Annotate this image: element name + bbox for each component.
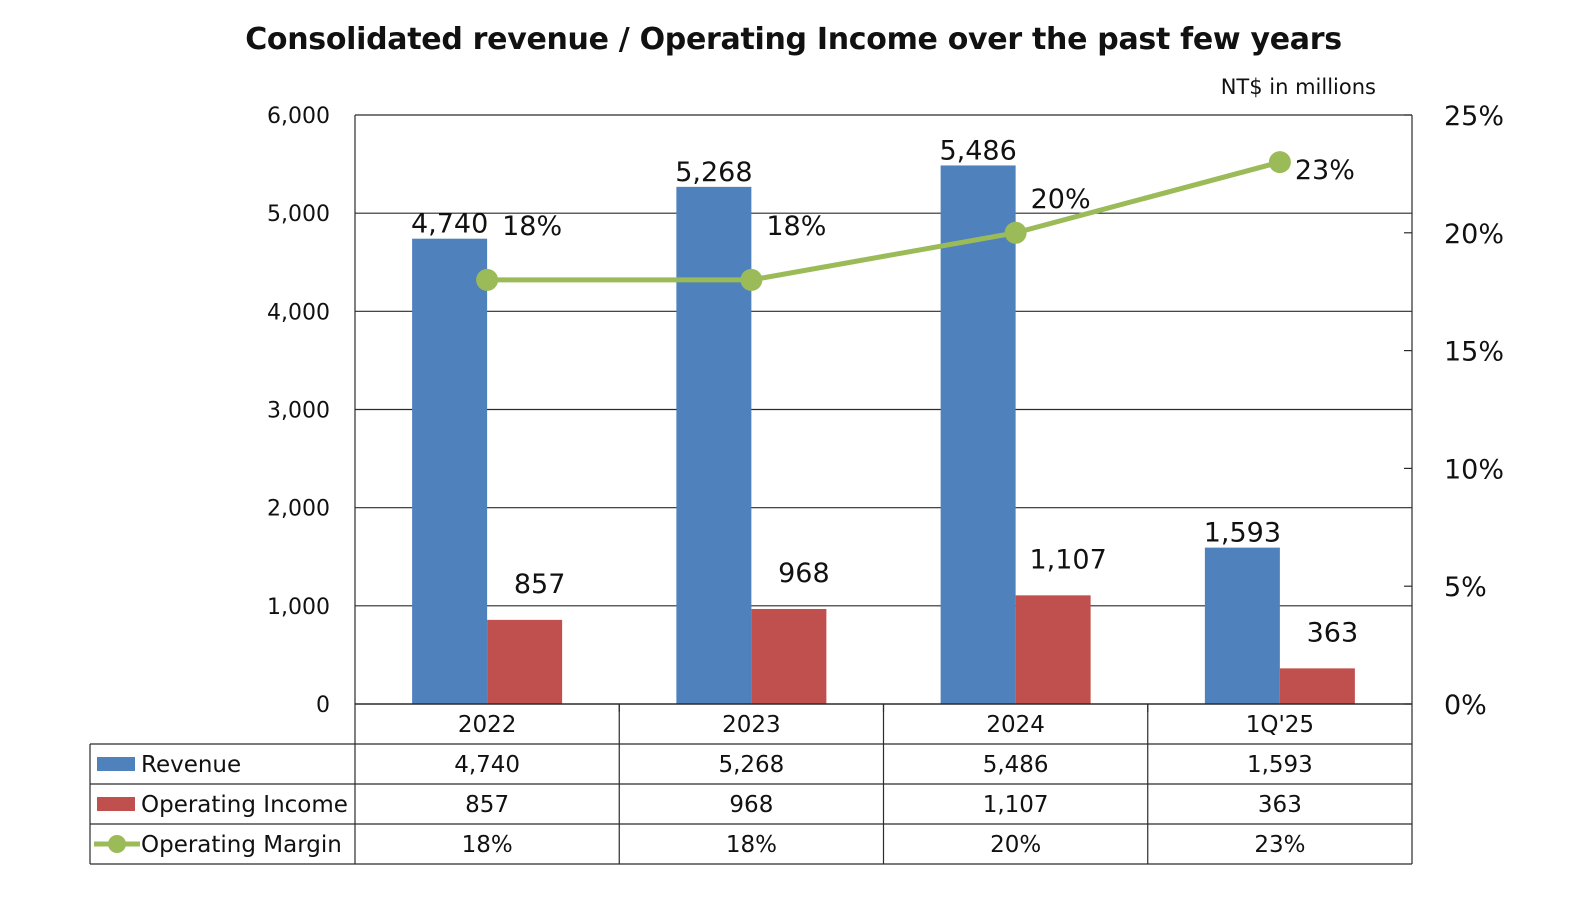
legend-series-name: Revenue xyxy=(141,752,241,778)
operating-income-bar xyxy=(1279,668,1355,704)
revenue-data-label: 1,593 xyxy=(1204,518,1281,549)
y-left-tick-label: 5,000 xyxy=(267,202,330,227)
x-tick-label: 1Q'25 xyxy=(1246,712,1314,738)
table-cell-value: 968 xyxy=(729,792,773,818)
x-tick-label: 2022 xyxy=(458,712,517,738)
operating-income-bar xyxy=(751,608,827,704)
revenue-data-label: 4,740 xyxy=(411,209,488,240)
operating-income-data-label: 857 xyxy=(514,569,566,600)
operating-margin-line xyxy=(487,159,1281,283)
operating-margin-point xyxy=(740,268,763,291)
revenue-bar xyxy=(940,165,1016,705)
y-left-tick-label: 6,000 xyxy=(267,104,330,129)
operating-margin-data-label: 18% xyxy=(766,211,826,242)
operating-income-bar xyxy=(487,619,563,704)
revenue-data-label: 5,268 xyxy=(675,157,752,188)
revenue-bar xyxy=(1204,547,1280,704)
table-cell-value: 20% xyxy=(990,832,1041,858)
table-cell-value: 18% xyxy=(462,832,513,858)
operating-margin-data-label: 20% xyxy=(1031,184,1091,215)
operating-income-data-label: 363 xyxy=(1307,617,1359,648)
y-right-tick-label: 20% xyxy=(1444,219,1504,250)
y-left-tick-label: 2,000 xyxy=(267,497,330,522)
table-cell-value: 857 xyxy=(465,792,509,818)
revenue-bar xyxy=(412,238,488,704)
operating-income-bar xyxy=(1015,595,1091,704)
table-cell-value: 1,593 xyxy=(1247,752,1313,778)
revenue-bar xyxy=(676,186,752,704)
operating-margin-point xyxy=(1004,221,1027,244)
table-cell-value: 1,107 xyxy=(983,792,1049,818)
y-left-tick-label: 1,000 xyxy=(267,595,330,620)
table-cell-value: 5,268 xyxy=(718,752,784,778)
revenue-data-label: 5,486 xyxy=(939,135,1016,166)
legend-series-name: Operating Margin xyxy=(141,832,342,858)
y-left-tick-label: 4,000 xyxy=(267,300,330,325)
operating-income-data-label: 1,107 xyxy=(1029,544,1106,575)
legend-swatch xyxy=(97,757,135,771)
y-left-tick-label: 0 xyxy=(316,693,330,718)
operating-margin-point xyxy=(1268,151,1291,174)
y-right-tick-label: 10% xyxy=(1444,454,1504,485)
x-tick-label: 2023 xyxy=(722,712,781,738)
unit-note: NT$ in millions xyxy=(1221,75,1376,99)
operating-margin-data-label: 23% xyxy=(1295,155,1355,186)
table-cell-value: 363 xyxy=(1258,792,1302,818)
x-tick-label: 2024 xyxy=(986,712,1045,738)
table-cell-value: 5,486 xyxy=(983,752,1049,778)
legend-swatch xyxy=(97,797,135,811)
y-right-tick-label: 25% xyxy=(1444,101,1504,132)
operating-income-data-label: 968 xyxy=(778,558,830,589)
operating-margin-point xyxy=(476,268,499,291)
chart-title: Consolidated revenue / Operating Income … xyxy=(245,22,1342,57)
y-right-tick-label: 15% xyxy=(1444,337,1504,368)
table-cell-value: 23% xyxy=(1254,832,1305,858)
y-right-tick-label: 0% xyxy=(1444,690,1487,721)
table-cell-value: 18% xyxy=(726,832,777,858)
table-cell-value: 4,740 xyxy=(454,752,520,778)
legend-marker-swatch xyxy=(108,835,126,853)
operating-margin-data-label: 18% xyxy=(502,211,562,242)
legend-series-name: Operating Income xyxy=(141,792,348,818)
y-right-tick-label: 5% xyxy=(1444,572,1487,603)
y-left-tick-label: 3,000 xyxy=(267,399,330,424)
